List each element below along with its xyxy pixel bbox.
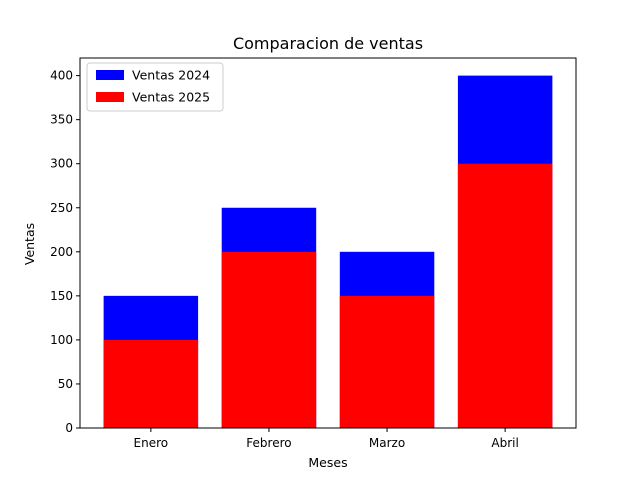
y-tick-label: 350 [50,113,73,127]
y-tick-label: 150 [50,289,73,303]
legend-swatch [96,70,124,80]
x-tick-label: Febrero [246,436,291,450]
y-tick-label: 50 [58,377,73,391]
y-ticks: 0 50 100 150 200 250 300 350 400 [50,69,80,435]
legend-label: Ventas 2024 [132,68,210,83]
y-tick-label: 0 [65,421,73,435]
x-tick-label: Marzo [369,436,405,450]
bars-group [103,75,553,428]
y-tick-label: 100 [50,333,73,347]
x-tick-label: Abril [491,436,518,450]
legend-label: Ventas 2025 [132,90,210,105]
x-axis-label: Meses [308,455,347,470]
bar-series-2-enero [103,339,199,428]
bar-series-2-abril [457,163,553,428]
y-tick-label: 250 [50,201,73,215]
x-tick-label: Enero [134,436,169,450]
y-tick-label: 300 [50,157,73,171]
x-ticks: Enero Febrero Marzo Abril [134,428,519,450]
bar-series-2-febrero [221,251,317,428]
legend: Ventas 2024 Ventas 2025 [86,62,224,112]
plot-frame [79,57,577,429]
y-axis-label: Ventas [22,223,37,265]
y-tick-label: 200 [50,245,73,259]
bar-series-2-marzo [339,295,435,428]
y-tick-label: 400 [50,69,73,83]
chart-title: Comparacion de ventas [233,34,423,53]
legend-swatch [96,92,124,102]
